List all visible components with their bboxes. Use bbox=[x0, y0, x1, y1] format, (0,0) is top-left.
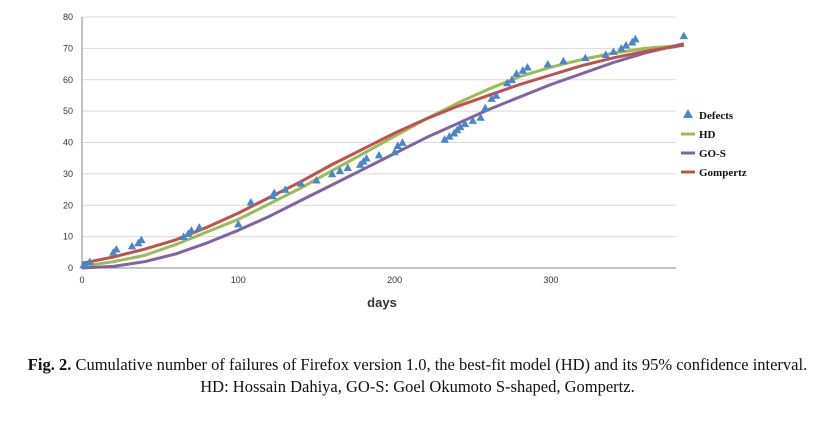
defect-point bbox=[335, 166, 345, 175]
defect-point bbox=[137, 235, 146, 244]
defect-point bbox=[523, 63, 532, 71]
defect-point bbox=[440, 135, 449, 143]
y-tick-labels: 0 10 20 30 40 50 60 70 80 bbox=[63, 12, 73, 273]
defect-point bbox=[492, 91, 501, 99]
defect-point bbox=[296, 179, 306, 187]
chart: 0 10 20 30 40 50 60 70 80 0 100 200 300 days Defect… bbox=[63, 12, 747, 310]
defect-point bbox=[85, 257, 95, 266]
defect-point bbox=[518, 66, 528, 74]
y-tick-label: 10 bbox=[63, 232, 73, 242]
defect-point bbox=[390, 147, 399, 156]
defect-point bbox=[679, 31, 689, 40]
defect-point bbox=[617, 44, 626, 52]
defect-point bbox=[507, 75, 517, 84]
y-tick-label: 20 bbox=[63, 200, 73, 210]
defect-point bbox=[398, 138, 407, 146]
series bbox=[79, 31, 689, 270]
defect-point bbox=[502, 78, 512, 87]
legend-label-defects: Defects bbox=[699, 110, 734, 122]
defect-point bbox=[179, 232, 188, 240]
defect-point bbox=[456, 122, 465, 131]
series-line-go-s bbox=[81, 42, 685, 270]
defect-point bbox=[543, 59, 553, 68]
series-line-hd bbox=[81, 43, 684, 268]
defect-point bbox=[80, 260, 90, 269]
defect-point bbox=[609, 47, 618, 55]
y-tick-label: 60 bbox=[63, 75, 73, 85]
legend-label-hd: HD bbox=[699, 129, 716, 141]
defect-point bbox=[621, 41, 631, 49]
caption-label: Fig. 2. bbox=[27, 355, 72, 374]
caption-text: Cumulative number of failures of Firefox… bbox=[71, 355, 808, 396]
defect-point bbox=[601, 50, 610, 59]
figure-caption: Fig. 2. Cumulative number of failures of… bbox=[20, 354, 815, 398]
defect-point bbox=[112, 244, 121, 253]
defect-point bbox=[127, 241, 137, 250]
y-tick-label: 70 bbox=[63, 43, 73, 53]
x-tick-label: 200 bbox=[387, 275, 402, 285]
defect-point bbox=[481, 103, 490, 112]
defect-point bbox=[468, 116, 477, 124]
defect-point bbox=[512, 69, 521, 77]
x-tick-label: 300 bbox=[543, 275, 558, 285]
defect-point bbox=[270, 188, 279, 197]
x-tick-label: 100 bbox=[231, 275, 246, 285]
defect-point bbox=[327, 169, 337, 178]
legend: Defects HD GO-S Gompertz bbox=[681, 109, 747, 179]
defect-point bbox=[281, 185, 290, 193]
y-tick-label: 80 bbox=[63, 12, 73, 22]
defect-point bbox=[195, 223, 204, 231]
defect-point bbox=[374, 150, 384, 159]
defect-point bbox=[343, 163, 352, 171]
y-tick-label: 40 bbox=[63, 138, 73, 148]
axes bbox=[81, 17, 676, 269]
defect-point bbox=[581, 53, 590, 62]
legend-marker-defects bbox=[683, 109, 693, 118]
defect-point bbox=[487, 94, 496, 102]
x-tick-label: 0 bbox=[79, 275, 84, 285]
y-tick-label: 50 bbox=[63, 106, 73, 116]
defect-point bbox=[559, 56, 568, 65]
defect-point bbox=[393, 141, 402, 149]
legend-label-gompertz: Gompertz bbox=[699, 167, 747, 179]
defect-point bbox=[631, 34, 640, 43]
defect-point bbox=[362, 153, 371, 162]
defect-point bbox=[312, 175, 321, 184]
defect-point bbox=[246, 197, 256, 206]
defect-point bbox=[445, 132, 454, 140]
defect-point bbox=[460, 119, 470, 128]
y-tick-label: 30 bbox=[63, 169, 73, 179]
x-tick-labels: 0 100 200 300 bbox=[79, 275, 558, 285]
defect-point bbox=[187, 226, 196, 234]
defect-point bbox=[234, 219, 243, 228]
legend-label-go-s: GO-S bbox=[699, 148, 726, 160]
series-line-gompertz bbox=[81, 43, 685, 265]
x-axis-title: days bbox=[367, 295, 397, 310]
y-tick-label: 0 bbox=[68, 263, 73, 273]
figure: 0 10 20 30 40 50 60 70 80 0 100 200 300 days Defect… bbox=[63, 12, 747, 310]
grid bbox=[82, 16, 676, 238]
defect-point bbox=[476, 113, 485, 121]
